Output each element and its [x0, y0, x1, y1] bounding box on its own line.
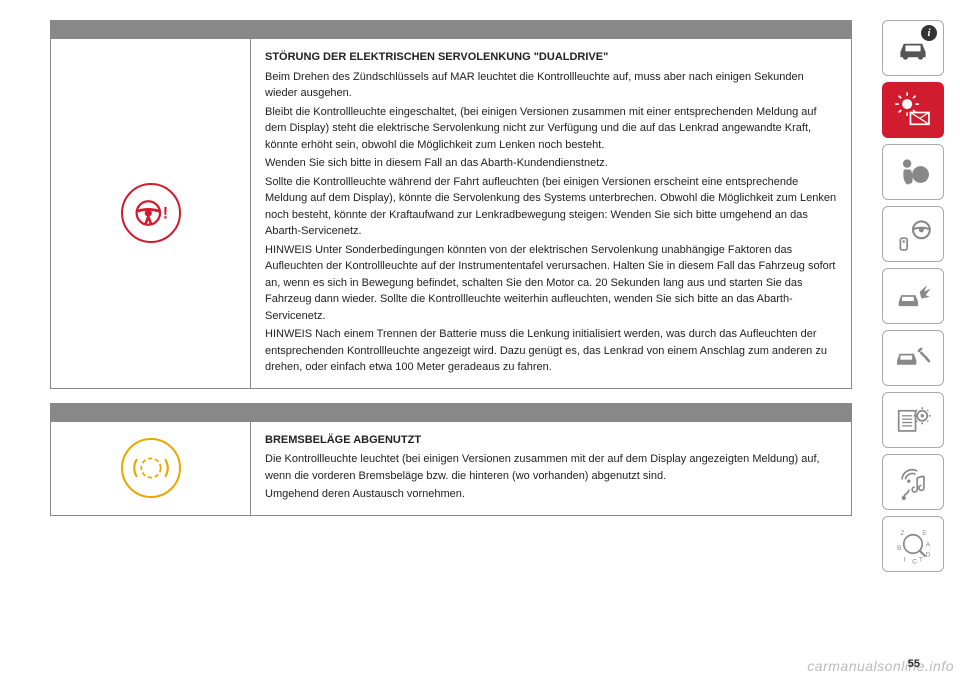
icon-cell — [51, 422, 250, 515]
watermark: carmanualsonline.info — [807, 658, 954, 674]
header-bar — [251, 404, 851, 422]
paragraph: HINWEIS Unter Sonderbedingungen könnten … — [265, 242, 837, 325]
key-steering-icon — [892, 213, 934, 255]
nav-multimedia-nav[interactable] — [882, 454, 944, 510]
nav-alphabetical-index[interactable]: Z E B A I C T D — [882, 516, 944, 572]
car-service-icon — [892, 337, 934, 379]
svg-text:D: D — [926, 552, 931, 559]
page-container: ! STÖRUNG DER ELEKTRISCHEN SERVOLENKUNG … — [0, 0, 960, 678]
icon-column: ! — [51, 21, 251, 388]
nav-keys-steering[interactable] — [882, 206, 944, 262]
section-title: STÖRUNG DER ELEKTRISCHEN SERVOLENKUNG "D… — [265, 49, 837, 66]
svg-text:A: A — [926, 542, 931, 549]
svg-text:!: ! — [162, 205, 167, 223]
index-icon: Z E B A I C T D — [892, 523, 934, 565]
svg-text:E: E — [922, 530, 927, 537]
icon-column — [51, 404, 251, 515]
header-bar — [51, 404, 250, 422]
svg-text:B: B — [897, 545, 902, 552]
settings-icon — [892, 399, 934, 441]
info-badge-icon: i — [921, 25, 937, 41]
paragraph: Wenden Sie sich bitte in diesem Fall an … — [265, 155, 837, 172]
paragraph: Beim Drehen des Zündschlüssels auf MAR l… — [265, 69, 837, 102]
nav-car-crash[interactable] — [882, 268, 944, 324]
airbag-icon — [892, 151, 934, 193]
nav-airbag-safety[interactable] — [882, 144, 944, 200]
paragraph: Umgehend deren Austausch vornehmen. — [265, 486, 837, 503]
svg-text:Z: Z — [900, 530, 904, 537]
car-crash-icon — [892, 275, 934, 317]
warning-light-icon — [892, 89, 934, 131]
nav-car-service[interactable] — [882, 330, 944, 386]
text-cell: BREMSBELÄGE ABGENUTZT Die Kontrollleucht… — [251, 404, 851, 515]
header-bar — [51, 21, 250, 39]
info-box-steering: ! STÖRUNG DER ELEKTRISCHEN SERVOLENKUNG … — [50, 20, 852, 389]
svg-text:I: I — [904, 557, 906, 564]
paragraph: Sollte die Kontrollleuchte während der F… — [265, 174, 837, 240]
svg-text:C: C — [912, 558, 917, 565]
info-box-brakes: BREMSBELÄGE ABGENUTZT Die Kontrollleucht… — [50, 403, 852, 516]
icon-cell: ! — [51, 39, 250, 388]
brake-pads-icon — [121, 438, 181, 498]
nav-car-info[interactable]: i — [882, 20, 944, 76]
paragraph: HINWEIS Nach einem Trennen der Batterie … — [265, 326, 837, 376]
text-body: BREMSBELÄGE ABGENUTZT Die Kontrollleucht… — [251, 422, 851, 515]
paragraph: Bleibt die Kontrollleuchte eingeschaltet… — [265, 104, 837, 154]
nav-settings-specs[interactable] — [882, 392, 944, 448]
svg-text:T: T — [919, 557, 923, 564]
text-body: STÖRUNG DER ELEKTRISCHEN SERVOLENKUNG "D… — [251, 39, 851, 388]
main-content: ! STÖRUNG DER ELEKTRISCHEN SERVOLENKUNG … — [0, 0, 882, 678]
section-title: BREMSBELÄGE ABGENUTZT — [265, 432, 837, 449]
nav-warning-lights[interactable] — [882, 82, 944, 138]
text-cell: STÖRUNG DER ELEKTRISCHEN SERVOLENKUNG "D… — [251, 21, 851, 388]
paragraph: Die Kontrollleuchte leuchtet (bei einige… — [265, 451, 837, 484]
steering-warning-icon: ! — [121, 183, 181, 243]
sidebar-nav: i — [882, 0, 960, 678]
multimedia-icon — [892, 461, 934, 503]
header-bar — [251, 21, 851, 39]
